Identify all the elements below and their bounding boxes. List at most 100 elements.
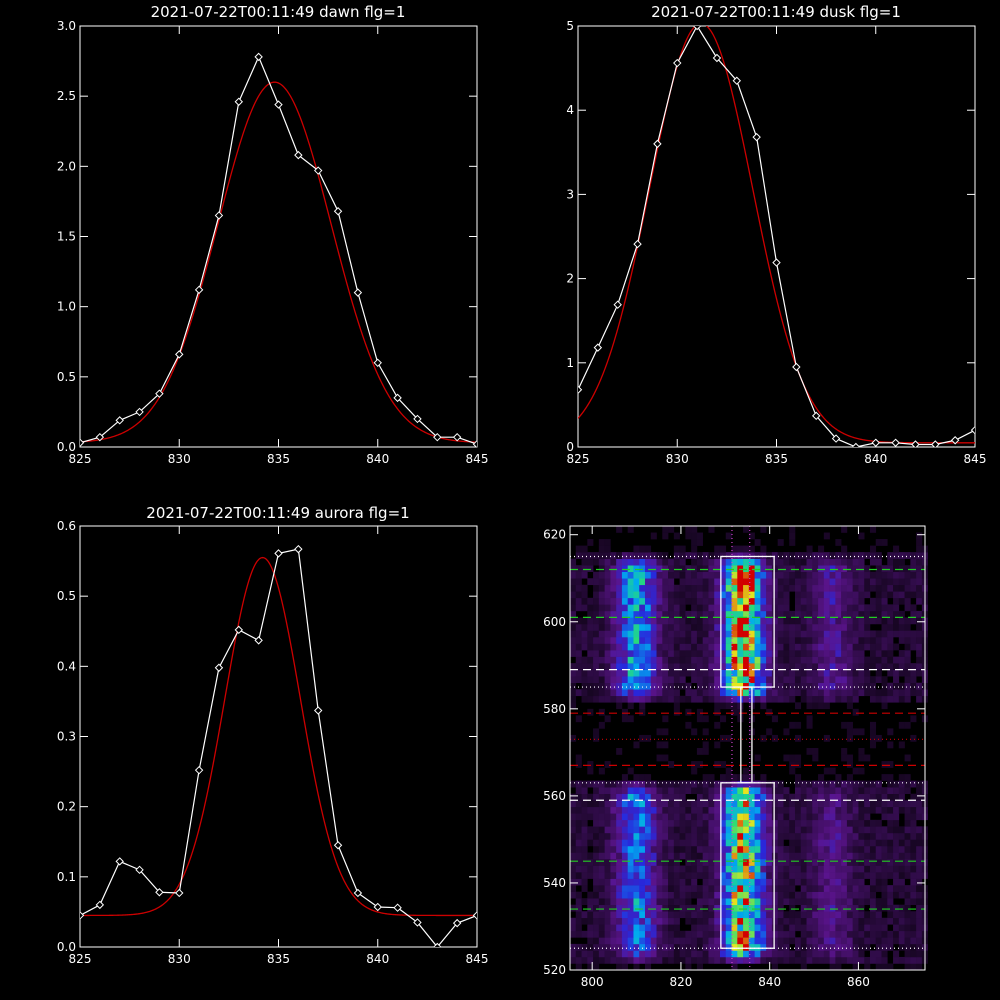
heatmap-cell xyxy=(604,793,611,801)
heatmap-cell xyxy=(806,787,813,795)
heatmap-cell xyxy=(587,930,594,938)
heatmap-cell xyxy=(829,643,836,651)
heatmap-cell xyxy=(581,832,588,840)
heatmap-cell xyxy=(748,813,755,821)
heatmap-cell xyxy=(668,591,675,599)
heatmap-cell xyxy=(616,623,623,631)
heatmap-cell xyxy=(616,669,623,677)
heatmap-cell xyxy=(875,584,882,592)
heatmap-cell xyxy=(702,885,709,892)
heatmap-cell xyxy=(766,917,773,925)
heatmap-cell xyxy=(714,669,721,677)
heatmap-cell xyxy=(898,839,905,847)
heatmap-cell xyxy=(818,878,825,886)
heatmap-cell xyxy=(777,950,784,958)
heatmap-cell xyxy=(627,832,634,840)
heatmap-cell xyxy=(800,643,807,651)
heatmap-cell xyxy=(644,963,652,971)
heatmap-cell xyxy=(754,865,761,873)
heatmap-cell xyxy=(743,865,750,873)
heatmap-cell xyxy=(633,610,640,618)
heatmap-cell xyxy=(910,865,917,873)
heatmap-cell xyxy=(650,558,657,566)
heatmap-cell xyxy=(823,630,830,638)
heatmap-cell xyxy=(621,917,628,925)
heatmap-cell xyxy=(794,878,802,886)
heatmap-cell xyxy=(789,650,796,657)
heatmap-cell xyxy=(610,872,617,879)
heatmap-cell xyxy=(783,911,790,919)
heatmap-cell xyxy=(685,904,692,912)
heatmap-cell xyxy=(794,689,802,697)
heatmap-cell xyxy=(771,656,778,664)
heatmap-cell xyxy=(627,597,634,605)
heatmap-cell xyxy=(691,767,698,775)
heatmap-cell xyxy=(593,819,600,827)
heatmap-cell xyxy=(737,617,744,625)
heatmap-cell xyxy=(702,682,709,690)
heatmap-cell xyxy=(719,571,727,579)
heatmap-cell xyxy=(702,591,709,599)
heatmap-cell xyxy=(881,917,888,925)
heatmap-cell xyxy=(754,872,761,879)
heatmap-cell xyxy=(777,924,784,932)
heatmap-cell xyxy=(806,669,813,677)
heatmap-cell xyxy=(743,695,750,703)
heatmap-cell xyxy=(702,584,709,592)
heatmap-cell xyxy=(627,656,634,664)
heatmap-cell xyxy=(777,930,784,938)
heatmap-cell xyxy=(841,852,848,860)
heatmap-cell xyxy=(719,604,727,612)
heatmap-cell xyxy=(737,669,744,677)
heatmap-cell xyxy=(812,637,819,644)
heatmap-cell xyxy=(593,676,600,684)
heatmap-cell xyxy=(725,591,732,599)
heatmap-cell xyxy=(737,780,744,788)
heatmap-cell xyxy=(708,623,715,631)
heatmap-cell xyxy=(627,552,634,559)
heatmap-cell xyxy=(748,604,755,612)
dawn-data-point xyxy=(254,52,263,62)
heatmap-cell xyxy=(893,552,900,559)
heatmap-cell xyxy=(794,604,802,612)
heatmap-cell xyxy=(575,832,582,840)
heatmap-cell xyxy=(829,813,836,821)
heatmap-cell xyxy=(598,656,605,664)
heatmap-cell xyxy=(662,845,669,853)
heatmap-cell xyxy=(639,806,646,814)
heatmap-cell xyxy=(806,891,813,899)
heatmap-cell xyxy=(777,845,784,853)
heatmap-cell xyxy=(679,656,686,664)
heatmap-cell xyxy=(887,904,894,912)
heatmap-cell xyxy=(806,637,813,644)
heatmap-cell xyxy=(858,839,865,847)
heatmap-cell xyxy=(668,656,675,664)
heatmap-cell xyxy=(587,650,594,657)
heatmap-cell xyxy=(616,689,623,697)
heatmap-cell xyxy=(570,819,577,827)
heatmap-cell xyxy=(835,669,842,677)
heatmap-cell xyxy=(656,558,663,566)
heatmap-cell xyxy=(898,552,905,559)
heatmap-cell xyxy=(904,963,911,971)
heatmap-cell xyxy=(875,898,882,906)
heatmap-cell xyxy=(760,545,767,553)
heatmap-cell xyxy=(829,623,836,631)
heatmap-cell xyxy=(570,956,577,964)
heatmap-cell xyxy=(621,650,628,657)
heatmap-cell xyxy=(823,552,830,559)
heatmap-cell xyxy=(725,878,732,886)
heatmap-cell xyxy=(633,891,640,899)
image-y-tick-label: 580 xyxy=(543,702,566,716)
heatmap-cell xyxy=(916,813,923,821)
heatmap-cell xyxy=(864,832,871,840)
heatmap-cell xyxy=(916,682,923,690)
heatmap-cell xyxy=(644,689,652,697)
heatmap-cell xyxy=(587,872,594,879)
heatmap-cell xyxy=(858,911,865,919)
aurora-y-tick-label: 0.1 xyxy=(57,870,76,884)
heatmap-cell xyxy=(893,937,900,945)
heatmap-cell xyxy=(869,526,877,533)
heatmap-cell xyxy=(616,637,623,644)
heatmap-cell xyxy=(616,663,623,670)
